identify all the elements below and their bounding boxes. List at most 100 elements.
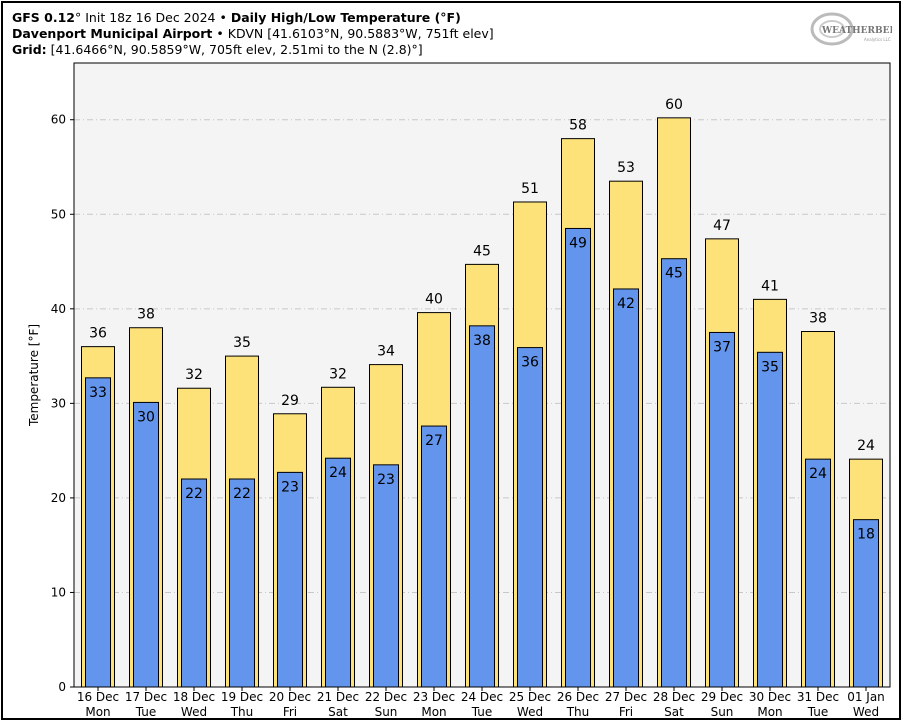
weatherbell-logo: WEATHERBELL Analytics LLC bbox=[810, 12, 892, 46]
y-tick-label: 50 bbox=[51, 207, 66, 221]
high-value-label: 41 bbox=[761, 278, 779, 294]
x-tick-weekday: Fri bbox=[619, 705, 633, 719]
low-value-label: 24 bbox=[329, 465, 347, 481]
low-value-label: 27 bbox=[425, 433, 443, 449]
low-bar bbox=[133, 401, 159, 688]
value-labels: 36 33 38 30 32 22 35 22 29 23 32 24 34 23 40 27 45 38 51 36… bbox=[89, 97, 875, 543]
bars bbox=[81, 117, 883, 688]
y-tick-label: 30 bbox=[51, 396, 66, 410]
high-value-label: 35 bbox=[233, 335, 251, 351]
high-value-label: 29 bbox=[281, 393, 299, 409]
low-value-label: 18 bbox=[857, 527, 875, 543]
x-tick-date: 17 Dec bbox=[125, 690, 167, 704]
high-value-label: 34 bbox=[377, 344, 395, 360]
low-bar bbox=[325, 457, 351, 688]
x-tick-date: 24 Dec bbox=[461, 690, 503, 704]
low-bar bbox=[421, 425, 447, 688]
low-value-label: 23 bbox=[281, 479, 299, 495]
weatherbell-swirl-icon bbox=[810, 12, 854, 46]
y-tick-label: 10 bbox=[51, 585, 66, 599]
x-tick-date: 21 Dec bbox=[317, 690, 359, 704]
low-value-label: 22 bbox=[185, 486, 203, 502]
low-value-label: 49 bbox=[569, 235, 587, 251]
low-bar bbox=[517, 347, 543, 688]
x-tick-date: 28 Dec bbox=[653, 690, 695, 704]
x-tick-date: 18 Dec bbox=[173, 690, 215, 704]
low-value-label: 35 bbox=[761, 359, 779, 375]
high-value-label: 53 bbox=[617, 160, 635, 176]
low-bar bbox=[613, 288, 639, 688]
x-tick-date: 27 Dec bbox=[605, 690, 647, 704]
model-name: GFS 0.12 bbox=[12, 10, 75, 25]
low-bar bbox=[853, 519, 879, 688]
x-tick-weekday: Sat bbox=[328, 705, 348, 719]
header-line-model: GFS 0.12° Init 18z 16 Dec 2024 • Daily H… bbox=[12, 10, 461, 25]
header-line-station: Davenport Municipal Airport • KDVN [41.6… bbox=[12, 26, 494, 41]
header-line-grid: Grid: [41.6466°N, 90.5859°W, 705ft elev,… bbox=[12, 42, 423, 57]
x-tick-weekday: Mon bbox=[757, 705, 782, 719]
station-info: KDVN [41.6103°N, 90.5883°W, 751ft elev] bbox=[227, 26, 494, 41]
low-bar bbox=[181, 478, 207, 688]
low-bar bbox=[469, 325, 495, 688]
high-value-label: 24 bbox=[857, 438, 875, 454]
station-name: Davenport Municipal Airport bbox=[12, 26, 213, 41]
product-title: Daily High/Low Temperature (°F) bbox=[230, 10, 461, 25]
high-value-label: 32 bbox=[329, 366, 347, 382]
y-tick-label: 20 bbox=[51, 491, 66, 505]
x-tick-date: 31 Dec bbox=[797, 690, 839, 704]
low-value-label: 37 bbox=[713, 339, 731, 355]
low-value-label: 36 bbox=[521, 355, 539, 371]
grid-info: [41.6466°N, 90.5859°W, 705ft elev, 2.51m… bbox=[50, 42, 423, 57]
y-tick-label: 60 bbox=[51, 113, 66, 127]
high-value-label: 45 bbox=[473, 243, 491, 259]
x-tick-date: 25 Dec bbox=[509, 690, 551, 704]
low-value-label: 38 bbox=[473, 333, 491, 349]
low-bar bbox=[757, 351, 783, 688]
x-tick-weekday: Wed bbox=[853, 705, 879, 719]
low-bar bbox=[85, 377, 111, 688]
grid-label: Grid: bbox=[12, 42, 47, 57]
x-tick-date: 01 Jan bbox=[847, 690, 885, 704]
high-value-label: 40 bbox=[425, 292, 443, 308]
low-value-label: 30 bbox=[137, 409, 155, 425]
x-tick-weekday: Sun bbox=[375, 705, 398, 719]
high-value-label: 32 bbox=[185, 367, 203, 383]
high-value-label: 60 bbox=[665, 97, 683, 113]
init-time: Init 18z 16 Dec 2024 bbox=[85, 10, 216, 25]
y-tick-label: 0 bbox=[58, 680, 66, 694]
high-value-label: 51 bbox=[521, 181, 539, 197]
low-bar bbox=[565, 227, 591, 688]
low-bar bbox=[805, 458, 831, 688]
x-tick-date: 22 Dec bbox=[365, 690, 407, 704]
x-tick-weekday: Wed bbox=[181, 705, 207, 719]
high-value-label: 38 bbox=[137, 307, 155, 323]
x-tick-weekday: Tue bbox=[135, 705, 157, 719]
x-tick-weekday: Mon bbox=[421, 705, 446, 719]
low-value-label: 23 bbox=[377, 472, 395, 488]
x-tick-date: 23 Dec bbox=[413, 690, 455, 704]
high-value-label: 36 bbox=[89, 326, 107, 342]
x-tick-date: 20 Dec bbox=[269, 690, 311, 704]
x-tick-weekday: Fri bbox=[283, 705, 297, 719]
low-bar bbox=[229, 478, 255, 688]
y-tick-label: 40 bbox=[51, 302, 66, 316]
low-bar bbox=[661, 258, 687, 688]
low-value-label: 42 bbox=[617, 296, 635, 312]
logo-text: WEATHERBELL bbox=[821, 26, 892, 36]
x-tick-weekday: Thu bbox=[566, 705, 590, 719]
logo-subtext: Analytics LLC bbox=[864, 37, 891, 42]
low-bar bbox=[373, 464, 399, 688]
low-value-label: 45 bbox=[665, 266, 683, 282]
x-tick-date: 16 Dec bbox=[77, 690, 119, 704]
high-value-label: 38 bbox=[809, 311, 827, 327]
low-bar bbox=[709, 331, 735, 688]
low-value-label: 22 bbox=[233, 486, 251, 502]
y-axis-label: Temperature [°F] bbox=[27, 324, 41, 427]
high-value-label: 47 bbox=[713, 218, 731, 234]
x-tick-weekday: Sun bbox=[711, 705, 734, 719]
x-tick-date: 30 Dec bbox=[749, 690, 791, 704]
low-bar bbox=[277, 471, 303, 688]
x-tick-date: 19 Dec bbox=[221, 690, 263, 704]
